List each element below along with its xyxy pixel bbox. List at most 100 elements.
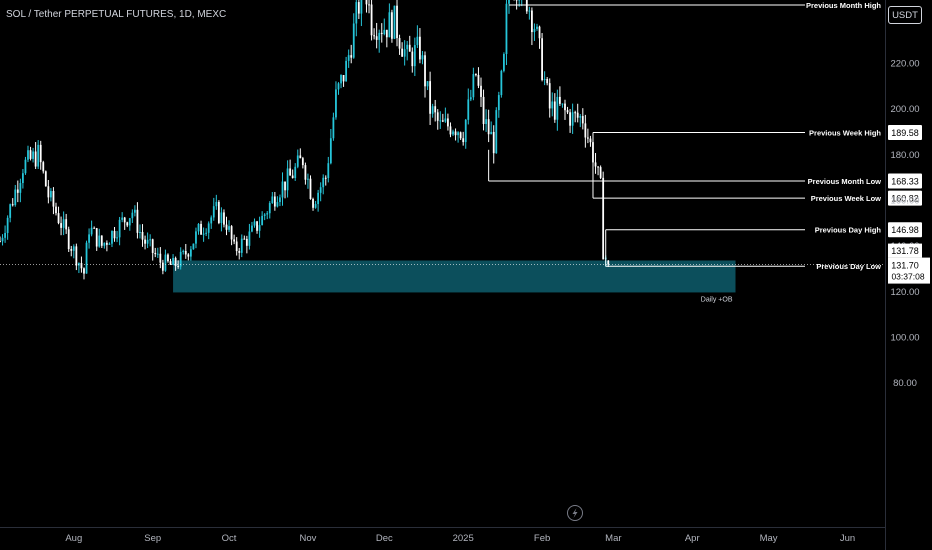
candle-body <box>154 252 157 255</box>
candle-body <box>0 241 1 243</box>
lightning-icon[interactable] <box>567 505 583 521</box>
level-label: Previous Week High <box>809 128 881 137</box>
candle-body <box>553 101 556 120</box>
candle-body <box>9 204 12 218</box>
candle-body <box>233 239 236 242</box>
candle-body <box>424 55 426 87</box>
candle-body <box>182 250 185 252</box>
candle-body <box>495 110 498 154</box>
candle-body <box>536 26 538 29</box>
candle-body <box>441 120 444 122</box>
price-badge-text: 168.33 <box>891 176 919 186</box>
candle-body <box>515 0 518 1</box>
candle-body <box>342 75 345 82</box>
candle-body <box>574 112 577 114</box>
candle-body <box>508 0 510 4</box>
candle-body <box>416 36 419 46</box>
candle-body <box>113 231 116 239</box>
candle-body <box>205 232 208 234</box>
candle-body <box>299 155 302 159</box>
candle-body <box>245 238 248 246</box>
candle-body <box>429 81 432 114</box>
candle-body <box>584 123 587 138</box>
candle-body <box>174 257 177 266</box>
candle-body <box>518 0 521 1</box>
time-axis-label: Oct <box>222 533 237 544</box>
time-axis-label: Feb <box>534 533 550 544</box>
candle-body <box>149 239 152 241</box>
candle-body <box>126 222 129 226</box>
candle-body <box>281 181 284 198</box>
order-block-zone[interactable] <box>173 260 736 293</box>
candle-body <box>355 2 358 24</box>
candle-body <box>607 260 610 265</box>
symbol-title[interactable]: SOL / Tether PERPETUAL FUTURES, 1D, MEXC <box>6 9 227 20</box>
candle-body <box>447 118 449 127</box>
candle-body <box>253 221 256 226</box>
price-badge <box>888 222 922 238</box>
candle-body <box>55 206 57 214</box>
candle-body <box>4 232 6 238</box>
candle-body <box>357 2 360 14</box>
candle-body <box>248 231 251 246</box>
candle-body <box>121 217 124 220</box>
candle-body <box>294 166 297 178</box>
candle-body <box>528 10 531 12</box>
candle-body <box>50 191 52 198</box>
candle-body <box>240 238 243 253</box>
candle-body <box>403 49 406 57</box>
candle-body <box>421 55 424 60</box>
candle-body <box>360 0 363 14</box>
candle-body <box>380 32 383 35</box>
price-axis-label: 120.00 <box>890 287 919 298</box>
candle-body <box>581 116 584 124</box>
candle-body <box>594 162 597 167</box>
candle-body <box>503 54 505 71</box>
candle-body <box>90 227 93 235</box>
candle-body <box>304 165 307 180</box>
price-axis-label: 100.00 <box>890 332 919 343</box>
candle-body <box>467 99 470 120</box>
candle-body <box>103 242 106 246</box>
candle-body <box>100 235 103 246</box>
candle-body <box>589 138 592 143</box>
currency-button[interactable]: USDT <box>888 6 922 24</box>
candle-body <box>475 74 477 76</box>
candle-body <box>368 4 370 6</box>
candle-body <box>128 218 131 226</box>
candle-body <box>561 103 564 105</box>
candle-body <box>459 132 462 139</box>
countdown-text: 03:37:08 <box>891 272 924 282</box>
candle-body <box>564 103 566 111</box>
candle-body <box>370 4 373 36</box>
candle-body <box>108 243 111 245</box>
candle-body <box>317 192 320 205</box>
level-label: Previous Day Low <box>816 262 881 271</box>
candle-body <box>187 254 190 257</box>
candle-body <box>497 95 500 111</box>
candle-body <box>480 85 482 97</box>
candle-body <box>14 189 17 206</box>
candle-body <box>131 212 134 219</box>
candle-body <box>301 158 304 166</box>
last-price-badge[interactable] <box>888 257 930 284</box>
candle-body <box>487 119 490 135</box>
candle-body <box>189 249 192 257</box>
candle-body <box>431 106 434 114</box>
candle-body <box>70 249 73 251</box>
candle-body <box>538 26 541 39</box>
candle-body <box>533 28 536 33</box>
candle-body <box>492 131 495 154</box>
candle-body <box>482 96 485 124</box>
candle-body <box>599 167 602 178</box>
candle-body <box>576 112 579 118</box>
time-axis-label: Nov <box>299 533 316 544</box>
candle-body <box>449 126 452 135</box>
candle-body <box>365 0 368 5</box>
candle-body <box>385 29 388 38</box>
price-axis-separator <box>885 0 886 550</box>
candle-body <box>164 254 167 271</box>
candle-body <box>217 201 220 223</box>
candle-body <box>314 204 317 208</box>
